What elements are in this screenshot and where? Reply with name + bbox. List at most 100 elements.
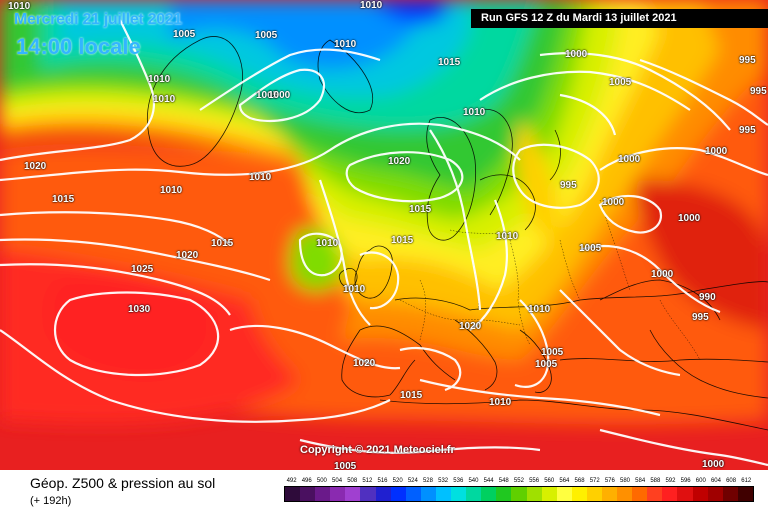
color-scale-legend: 492 496 500 504 508 512 516 520 524 528 532 536 540 5… (284, 478, 754, 502)
legend-tick-label: 504 (332, 478, 343, 484)
legend-tick-label: 528 (422, 478, 433, 484)
isobar-label: 1010 (316, 238, 339, 249)
isobar-label: 1000 (651, 269, 674, 280)
legend-color-swatch (722, 487, 738, 501)
forecast-date: Mercredi 21 juillet 2021 (14, 11, 183, 28)
forecast-time: 14:00 locale (16, 34, 141, 59)
legend-tick-label: 604 (710, 478, 721, 484)
legend-tick-label: 532 (438, 478, 449, 484)
isobar-label: 1005 (173, 29, 196, 40)
isobar-label: 1010 (343, 284, 366, 295)
isobar-label: 995 (739, 55, 756, 66)
legend-color-swatch (662, 487, 678, 501)
legend-tick-label: 608 (726, 478, 737, 484)
legend-color-swatch (435, 487, 452, 501)
legend-tick-label: 564 (559, 478, 570, 484)
isobar-label: 1010 (496, 231, 519, 242)
legend-color-swatch (300, 487, 316, 501)
legend-color-swatch (632, 487, 648, 501)
isobar-label: 1015 (391, 235, 414, 246)
isobar-label: 1020 (353, 358, 376, 369)
legend-color-swatch (420, 487, 436, 501)
isobar-label: 1005 (579, 243, 602, 254)
map-footer: Géop. Z500 & pression au sol (+ 192h) 49… (0, 470, 768, 512)
legend-color-bar (284, 486, 754, 502)
isobar-label: 1010 (528, 304, 551, 315)
forecast-offset: (+ 192h) (30, 495, 72, 507)
legend-tick-label: 536 (453, 478, 464, 484)
isobar-label: 1020 (24, 161, 47, 172)
isobar-label: 1000 (702, 459, 725, 470)
legend-color-swatch (451, 487, 467, 501)
model-run-label: Run GFS 12 Z du Mardi 13 juillet 2021 (471, 9, 768, 28)
isobar-label: 1030 (128, 304, 151, 315)
legend-tick-label: 580 (620, 478, 631, 484)
isobar-label: 1005 (334, 461, 357, 472)
legend-tick-label: 508 (347, 478, 358, 484)
legend-color-swatch (707, 487, 723, 501)
isobar-label: 1005 (541, 347, 564, 358)
legend-color-swatch (330, 487, 346, 501)
isobar-label: 1010 (153, 94, 176, 105)
isobar-label: 995 (739, 125, 756, 136)
legend-color-swatch (541, 487, 557, 501)
isobar-label: 1000 (565, 49, 588, 60)
legend-tick-label: 496 (301, 478, 312, 484)
isobar-label: 1010 (148, 74, 171, 85)
isobar-label: 1020 (176, 250, 199, 261)
legend-tick-label: 572 (589, 478, 600, 484)
legend-tick-label: 584 (635, 478, 646, 484)
legend-tick-label: 576 (604, 478, 615, 484)
legend-tick-label: 524 (407, 478, 418, 484)
isobar-label: 995 (750, 86, 767, 97)
legend-tick-label: 500 (316, 478, 327, 484)
legend-color-swatch (526, 487, 542, 501)
legend-tick-label: 596 (680, 478, 691, 484)
legend-color-swatch (601, 487, 618, 501)
legend-color-swatch (496, 487, 512, 501)
isobar-label: 1010 (249, 172, 272, 183)
isobar-label: 1015 (409, 204, 432, 215)
legend-color-swatch (375, 487, 391, 501)
legend-color-swatch (511, 487, 527, 501)
legend-color-swatch (571, 487, 587, 501)
legend-color-swatch (345, 487, 361, 501)
isobar-label: 1000 (618, 154, 641, 165)
isobar-label: 1000 (678, 213, 701, 224)
legend-color-swatch (556, 487, 572, 501)
legend-ticks: 492 496 500 504 508 512 516 520 524 528 532 536 540 5… (284, 478, 754, 484)
legend-color-swatch (466, 487, 482, 501)
isobar-label: 1015 (438, 57, 461, 68)
legend-tick-label: 592 (665, 478, 676, 484)
isobar-label: 1005 (256, 90, 279, 101)
legend-tick-label: 512 (362, 478, 373, 484)
legend-color-swatch (617, 487, 633, 501)
isobar-lines (0, 19, 768, 467)
legend-tick-label: 492 (286, 478, 297, 484)
isobar-label: 1010 (360, 0, 383, 11)
coastlines (147, 36, 768, 431)
legend-color-swatch (647, 487, 663, 501)
isobar-label: 1000 (602, 197, 625, 208)
copyright-text: Copyright © 2021 Meteociel.fr (300, 444, 455, 456)
legend-tick-label: 568 (574, 478, 585, 484)
isobar-label: 1010 (489, 397, 512, 408)
legend-color-swatch (405, 487, 421, 501)
pressure-map (0, 0, 768, 470)
isobar-label: 1025 (131, 264, 154, 275)
isobar-label: 1010 (8, 1, 31, 12)
isobar-label: 990 (699, 292, 716, 303)
isobar-label: 1015 (400, 390, 423, 401)
isobar-label: 1005 (609, 77, 632, 88)
isobar-label: 1010 (334, 39, 357, 50)
isobar-label: 1020 (459, 321, 482, 332)
legend-color-swatch (586, 487, 602, 501)
map-title: Géop. Z500 & pression au sol (30, 475, 216, 491)
legend-tick-label: 560 (544, 478, 555, 484)
legend-tick-label: 548 (498, 478, 509, 484)
isobar-label: 1000 (268, 90, 291, 101)
legend-tick-label: 516 (377, 478, 388, 484)
isobar-label: 1015 (211, 238, 234, 249)
legend-color-swatch (390, 487, 406, 501)
